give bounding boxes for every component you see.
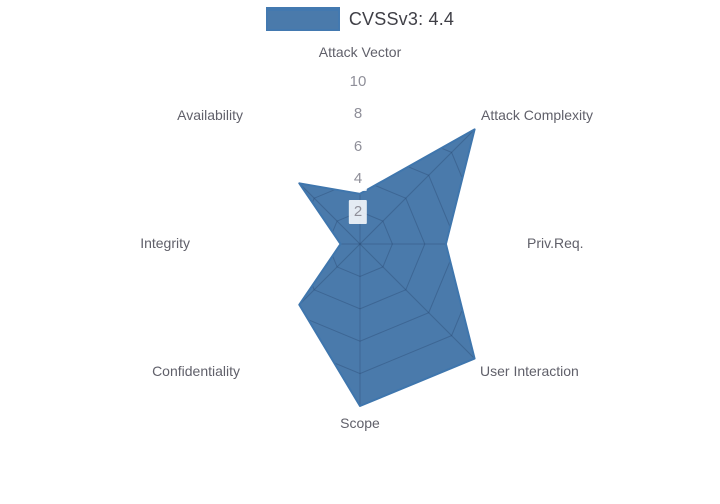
radial-tick-label: 6 xyxy=(348,134,368,159)
axis-label-priv-req: Priv.Req. xyxy=(527,235,584,251)
radial-tick-label: 10 xyxy=(344,70,372,94)
axis-label-attack-vector: Attack Vector xyxy=(318,44,402,60)
axis-label-scope: Scope xyxy=(340,415,380,431)
axis-label-confidentiality: Confidentiality xyxy=(152,363,240,379)
axis-label-availability: Availability xyxy=(177,107,243,123)
legend-label: CVSSv3: 4.4 xyxy=(348,8,455,29)
axis-label-integrity: Integrity xyxy=(140,235,190,251)
axis-label-user-interaction: User Interaction xyxy=(480,363,579,379)
axis-label-attack-complexity: Attack Complexity xyxy=(481,107,594,123)
radial-tick-label: 2 xyxy=(348,199,368,224)
radial-tick-label: 4 xyxy=(348,167,368,192)
radial-tick-label: 8 xyxy=(348,102,368,127)
radar-series-outline[interactable] xyxy=(298,128,476,407)
legend-swatch xyxy=(265,7,340,31)
legend[interactable]: CVSSv3: 4.4 xyxy=(0,7,720,31)
radar-series-fill[interactable] xyxy=(299,129,475,406)
